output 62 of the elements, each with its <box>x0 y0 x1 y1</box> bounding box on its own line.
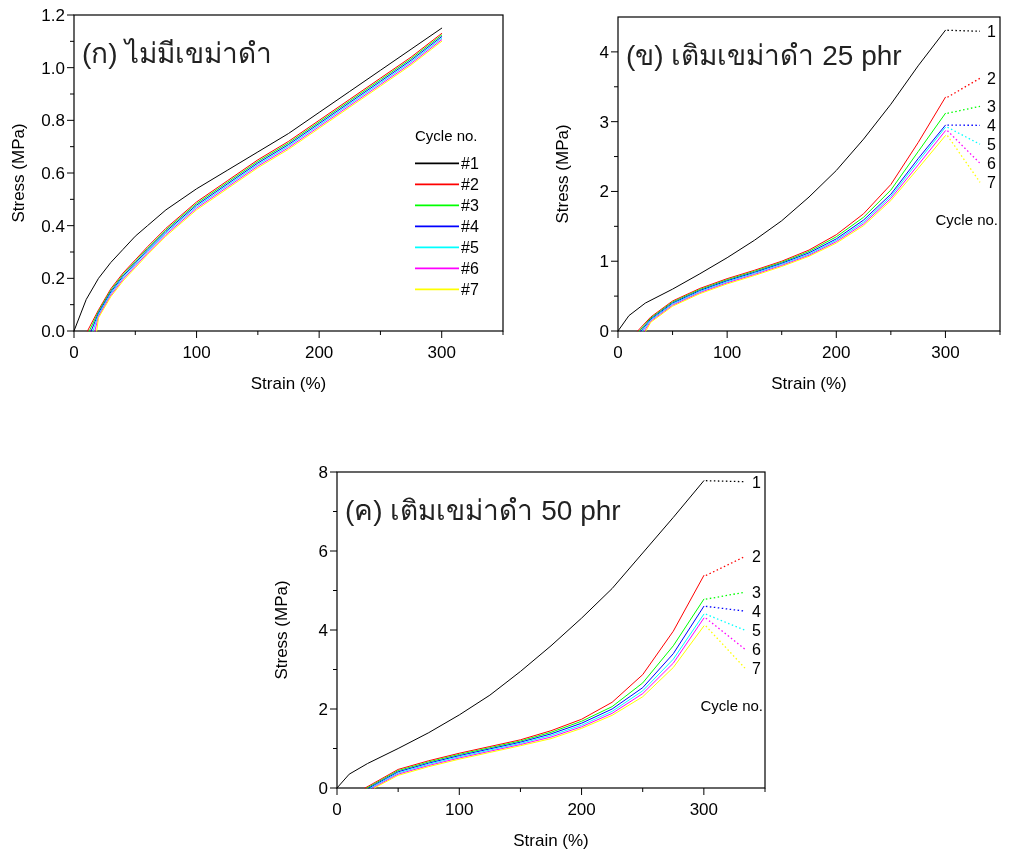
x-tick-label: 300 <box>689 800 719 819</box>
y-tick-label: 0.6 <box>41 164 65 183</box>
legend-label: #5 <box>461 239 479 257</box>
legend-label: 4 <box>752 603 762 621</box>
legend-label: 3 <box>752 584 762 602</box>
x-axis-title: Strain (%) <box>513 831 589 850</box>
text: 7 <box>987 174 997 192</box>
x-tick-label: 300 <box>931 343 960 362</box>
y-tick-label: 1 <box>599 252 609 272</box>
y-tick-label: 8 <box>318 463 328 482</box>
legend-label: 1 <box>752 473 762 491</box>
text: (ข) เติมเขม่าดำ 25 phr <box>626 40 902 71</box>
y-tick-label: 0.4 <box>41 216 65 236</box>
x-tick-label: 100 <box>182 343 211 362</box>
legend-label: #7 <box>461 281 479 299</box>
legend-label: 2 <box>987 70 997 88</box>
legend-label: #6 <box>461 260 479 278</box>
y-tick-label: 4 <box>599 42 609 62</box>
legend-label: #2 <box>461 176 479 194</box>
y-tick-label: 0 <box>318 779 328 798</box>
text: 6 <box>752 641 762 659</box>
x-axis-title: Strain (%) <box>250 374 327 393</box>
x-tick-label: 200 <box>304 343 334 362</box>
y-tick-label: 3 <box>599 112 609 132</box>
y-axis-title: Stress (MPa) <box>553 124 572 224</box>
x-axis-title: Strain (%) <box>771 374 847 393</box>
text: 6 <box>987 155 997 173</box>
x-tick-label: 200 <box>567 800 596 819</box>
y-tick-label: 0 <box>599 322 609 341</box>
y-tick-label: 2 <box>318 700 328 719</box>
legend-title: Cycle no. <box>935 211 998 229</box>
x-tick-label: 0 <box>332 800 342 819</box>
x-tick-label: 100 <box>445 800 474 819</box>
y-tick-label: 2 <box>599 182 609 202</box>
legend-label: 1 <box>987 23 997 41</box>
y-tick-label: 1.2 <box>41 6 65 25</box>
text: 7 <box>752 660 762 678</box>
y-axis-title: Stress (MPa) <box>272 580 291 680</box>
legend-label: #1 <box>461 155 479 173</box>
y-tick-label: 6 <box>318 542 328 561</box>
y-tick-label: 0.2 <box>41 269 65 289</box>
text: (ก) ไม่มีเขม่าดำ <box>82 38 273 69</box>
y-tick-label: 0.0 <box>41 322 65 341</box>
legend-label: 4 <box>987 117 997 135</box>
legend-label: #4 <box>461 218 479 236</box>
legend-label: 5 <box>987 136 997 154</box>
legend-label: 2 <box>752 548 762 566</box>
x-tick-label: 300 <box>427 343 456 362</box>
y-tick-label: 4 <box>318 621 328 640</box>
legend-label: 3 <box>987 98 997 116</box>
legend-title: Cycle no. <box>700 697 763 715</box>
legend-title: Cycle no. <box>415 127 478 145</box>
x-tick-label: 0 <box>69 343 79 362</box>
x-tick-label: 200 <box>822 343 851 362</box>
text: (ค) เติมเขม่าดำ 50 phr <box>345 495 621 526</box>
legend-label: 5 <box>752 622 762 640</box>
y-tick-label: 0.8 <box>41 111 65 131</box>
y-tick-label: 1.0 <box>41 58 65 78</box>
legend-label: #3 <box>461 197 479 215</box>
x-tick-label: 100 <box>712 343 742 362</box>
x-tick-label: 0 <box>613 343 623 362</box>
y-axis-title: Stress (MPa) <box>9 123 28 223</box>
